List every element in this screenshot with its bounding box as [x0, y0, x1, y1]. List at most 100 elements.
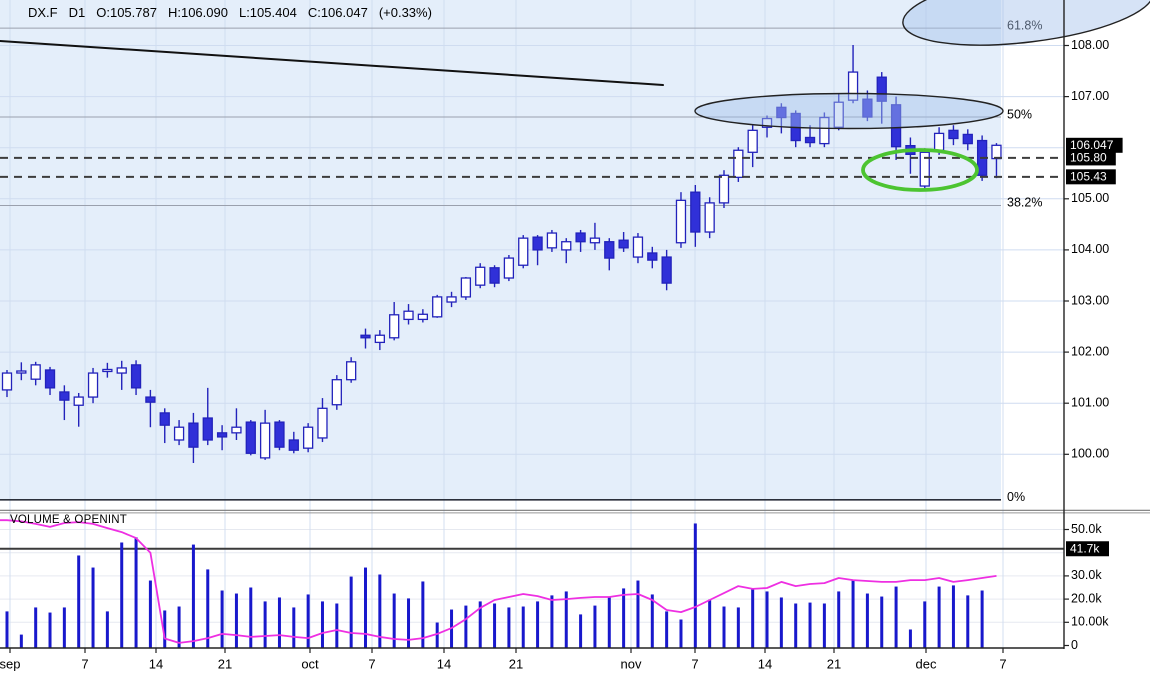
candle-body-bullish: [1, 372, 13, 391]
price-badge: [1066, 150, 1116, 166]
candlestick: [747, 125, 758, 168]
candle-body-bullish: [374, 334, 385, 344]
volume-bar: [751, 588, 755, 648]
volume-bar: [865, 593, 869, 648]
candlestick: [460, 276, 472, 300]
time-axis-label: 7: [368, 656, 375, 671]
candle-body-bullish: [403, 310, 414, 321]
candlestick: [202, 387, 213, 446]
candle-body-bearish: [890, 104, 902, 148]
volume-bar: [693, 523, 697, 648]
candlestick: [403, 304, 414, 325]
volume-bar: [249, 587, 253, 648]
candle-body-bullish: [30, 364, 41, 380]
ellipse-annotation-upper[interactable]: [899, 0, 1150, 57]
volume-bar: [980, 590, 984, 648]
price-axis-label: 100.00: [1071, 447, 1109, 461]
oi-badge-text: 41.7k: [1070, 541, 1100, 555]
candlestick: [948, 125, 959, 146]
volume-bar: [378, 574, 382, 648]
price-badge-text: 106.047: [1070, 138, 1114, 152]
open-value: O:105.787: [96, 5, 157, 20]
candlestick: [159, 408, 170, 444]
candlestick: [231, 408, 242, 440]
ellipse-annotation-50pct[interactable]: [694, 92, 1004, 130]
volume-bar: [951, 585, 955, 648]
candlestick: [432, 294, 443, 318]
time-axis-label: dec: [916, 656, 937, 671]
candle-body-bearish: [202, 417, 213, 441]
volume-axis-label: 50.0k: [1071, 522, 1102, 536]
candle-body-bullish: [589, 237, 601, 244]
time-axis-label: nov: [621, 656, 642, 671]
candlestick: [130, 360, 142, 396]
candle-body-bearish: [532, 236, 543, 251]
oi-badge: [1066, 541, 1109, 557]
volume-bar: [134, 537, 138, 648]
candlestick: [59, 385, 70, 421]
symbol-label: DX.F: [28, 5, 58, 20]
volume-bar: [435, 622, 439, 648]
time-axis-label: 14: [758, 656, 772, 671]
volume-bar: [765, 591, 769, 648]
candle-body-bearish: [288, 439, 299, 451]
candle-body-bearish: [130, 364, 142, 389]
candle-body-bullish: [632, 236, 644, 258]
candle-body-bearish: [876, 76, 887, 102]
candlestick: [647, 246, 658, 269]
candle-body-bearish: [962, 133, 973, 145]
volume-bar: [191, 544, 195, 648]
volume-bar: [34, 607, 38, 648]
candle-body-bullish: [102, 368, 113, 373]
volume-axis-label: 0: [1071, 638, 1078, 652]
candle-body-bullish: [933, 132, 945, 151]
price-axis-label: 102.00: [1071, 344, 1109, 358]
green-circle-annotation[interactable]: [861, 148, 979, 192]
volume-bar: [478, 601, 482, 648]
candle-body-bullish: [919, 151, 930, 187]
candle-body-bullish: [231, 426, 242, 434]
candlestick: [604, 238, 615, 271]
candlestick: [675, 192, 687, 248]
candlestick: [44, 366, 56, 396]
candlestick: [561, 238, 572, 264]
price-axis-label: 108.00: [1071, 38, 1109, 52]
trendline-annotation[interactable]: [0, 40, 664, 86]
candlestick: [87, 367, 99, 404]
candle-body-bearish: [661, 256, 672, 284]
volume-bar: [206, 569, 210, 648]
price-badge: [1066, 137, 1123, 153]
candle-body-bearish: [216, 432, 228, 438]
candle-body-bullish: [733, 149, 744, 178]
candle-body-bullish: [833, 101, 844, 128]
time-axis-label: 21: [827, 656, 841, 671]
candle-body-bearish: [44, 369, 56, 389]
open-interest-line: [0, 519, 997, 644]
candlestick: [475, 263, 486, 289]
candlestick: [102, 362, 113, 378]
price-axis-label: 104.00: [1071, 242, 1109, 256]
volume-bar: [335, 603, 339, 648]
candle-body-bearish: [948, 129, 959, 140]
time-axis-label: 7: [81, 656, 88, 671]
volume-bar: [779, 597, 783, 648]
time-axis-label: 14: [437, 656, 451, 671]
candlestick: [73, 392, 84, 427]
candle-body-bullish: [432, 296, 443, 318]
candlestick: [302, 423, 314, 453]
volume-bar: [220, 590, 224, 648]
candlestick: [661, 249, 672, 291]
volume-bar: [277, 597, 281, 648]
time-axis-label: 14: [149, 656, 163, 671]
volume-bar: [77, 555, 81, 648]
volume-axis-label: 10.00k: [1071, 615, 1109, 629]
volume-bar: [736, 607, 740, 648]
volume-bar: [536, 601, 540, 648]
candle-body-bearish: [575, 232, 586, 243]
volume-bar: [507, 607, 511, 648]
candlestick: [776, 103, 787, 134]
candle-body-bearish: [618, 239, 629, 249]
volume-bar: [679, 619, 683, 648]
